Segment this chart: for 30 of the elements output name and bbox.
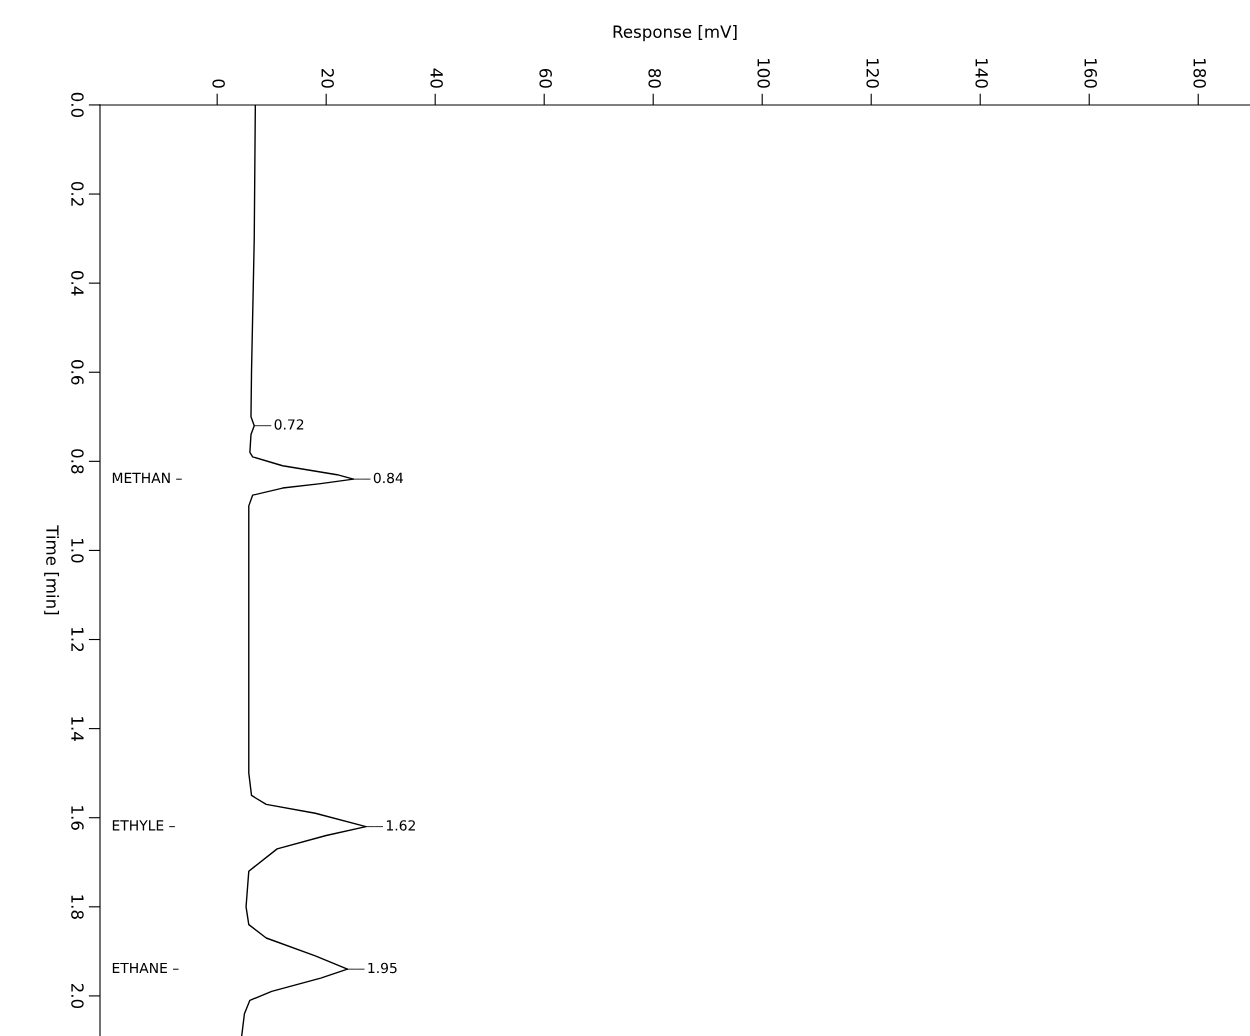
x-tick-label: 40 [430, 68, 443, 88]
x-tick-label: 120 [866, 58, 879, 88]
annotation: 0.84 [373, 472, 404, 484]
y-tick-label: 1.4 [71, 717, 84, 741]
y-axis-title: Time [min] [44, 525, 60, 615]
annotation: ETHANE – [112, 962, 179, 974]
annotation: ETHYLE – [112, 820, 175, 831]
x-tick-label: 180 [1193, 58, 1206, 88]
y-tick-label: 0.4 [71, 270, 84, 296]
annotation: METHAN – [112, 472, 182, 483]
annotation: 0.72 [274, 419, 304, 430]
y-tick-label: 1.0 [71, 539, 84, 563]
x-tick-label: 20 [321, 68, 334, 88]
annotation: 1.95 [368, 962, 397, 974]
x-axis-title: Response [mV] [613, 25, 737, 42]
x-tick-label: 140 [975, 58, 988, 88]
x-tick-label: 80 [648, 68, 661, 88]
y-tick-label: 1.8 [71, 895, 84, 919]
x-tick-label: 60 [539, 68, 552, 88]
annotation: 1.62 [386, 820, 415, 831]
y-tick-label: 2.0 [71, 983, 84, 1009]
x-tick-label: 160 [1084, 58, 1097, 88]
y-tick-label: 1.2 [71, 628, 84, 652]
x-tick-label: 100 [757, 58, 770, 88]
y-tick-label: 1.6 [71, 806, 84, 830]
y-tick-label: 0.6 [71, 360, 84, 385]
x-tick-label: 0 [212, 79, 225, 88]
y-tick-label: 0.0 [71, 92, 84, 118]
y-tick-label: 0.8 [71, 449, 84, 474]
y-tick-label: 0.2 [71, 181, 84, 206]
